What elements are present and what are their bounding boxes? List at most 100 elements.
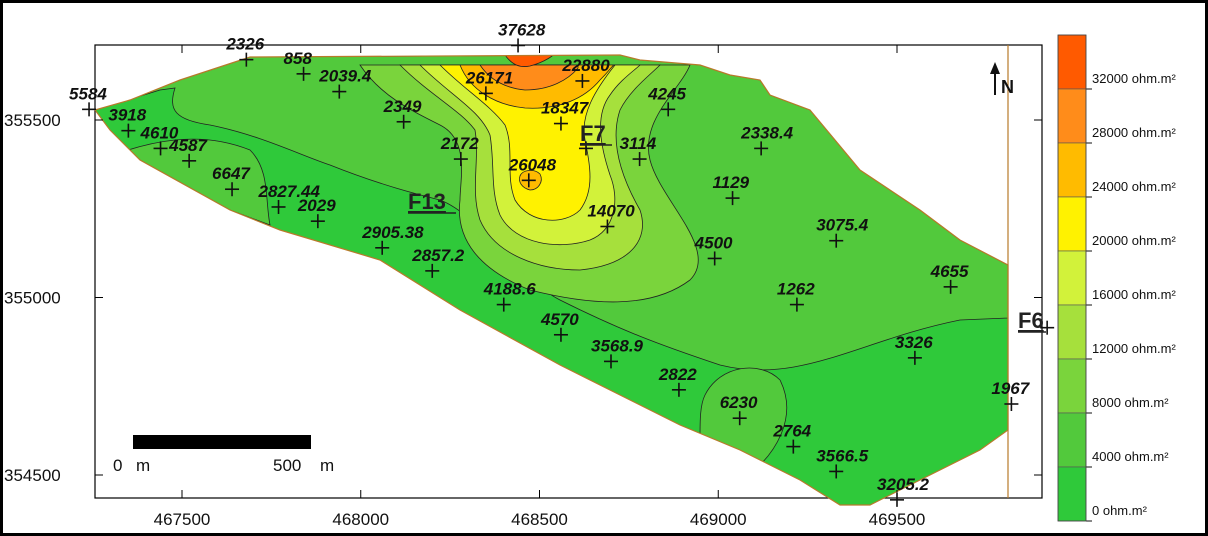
station-label: 22880 bbox=[561, 56, 610, 75]
legend-swatch bbox=[1057, 34, 1087, 90]
contour-4000-8000-south bbox=[699, 367, 788, 466]
legend-label: 24000 ohm.m² bbox=[1092, 179, 1176, 194]
station-label: 2764 bbox=[772, 422, 811, 441]
station-label: 2349 bbox=[383, 97, 422, 116]
station-label: 3568.9 bbox=[591, 336, 644, 355]
station-label: 5584 bbox=[69, 84, 107, 103]
contour-32000-plus bbox=[504, 55, 559, 67]
scale-bar-end: 500 bbox=[273, 456, 301, 475]
station-label: 3918 bbox=[108, 106, 146, 125]
legend-swatch bbox=[1057, 88, 1087, 144]
contour-4000-8000-west bbox=[99, 138, 271, 226]
legend-label: 8000 ohm.m² bbox=[1092, 395, 1169, 410]
station-label: 26048 bbox=[508, 155, 557, 174]
legend-label: 20000 ohm.m² bbox=[1092, 233, 1176, 248]
station: 3568.9 bbox=[591, 336, 644, 369]
north-arrow-icon bbox=[990, 62, 1000, 74]
station-label: 858 bbox=[284, 49, 313, 68]
station: 4655 bbox=[930, 262, 969, 294]
legend-label: 12000 ohm.m² bbox=[1092, 341, 1176, 356]
fault-label-f6: F6 bbox=[1018, 308, 1044, 333]
station-label: 18347 bbox=[541, 99, 590, 118]
station: 4587 bbox=[168, 136, 209, 168]
station: 858 bbox=[284, 49, 313, 81]
station-label: 4570 bbox=[540, 310, 579, 329]
station-label: 2857.2 bbox=[411, 246, 465, 265]
station bbox=[1040, 320, 1055, 335]
station: 2326 bbox=[225, 35, 265, 67]
station: 3326 bbox=[895, 333, 933, 365]
station-label: 4610 bbox=[140, 123, 179, 142]
station: 2857.2 bbox=[411, 246, 465, 278]
y-axis: 355500 355000 354500 bbox=[4, 111, 1042, 485]
fault-label-f7: F7 bbox=[580, 121, 606, 146]
contour-fill-layer bbox=[95, 55, 1008, 505]
legend-label: 32000 ohm.m² bbox=[1092, 71, 1176, 86]
station-label: 4587 bbox=[168, 136, 208, 155]
station-label: 6230 bbox=[720, 393, 758, 412]
legend-swatch bbox=[1057, 304, 1087, 360]
station: 3205.2 bbox=[877, 475, 930, 507]
station-label: 3326 bbox=[895, 333, 933, 352]
station-label: 2822 bbox=[658, 365, 697, 384]
fault-label-f13: F13 bbox=[408, 189, 446, 214]
station-label: 6647 bbox=[212, 164, 251, 183]
station-label: 1262 bbox=[777, 280, 815, 299]
station: 3075.4 bbox=[816, 216, 869, 248]
station: 6230 bbox=[720, 393, 758, 426]
station-label: 3566.5 bbox=[816, 446, 869, 465]
station: 2039.4 bbox=[318, 67, 372, 99]
station-label: 3205.2 bbox=[877, 475, 930, 494]
station-label: 1967 bbox=[991, 379, 1030, 398]
station-layer: 37628 2326 858 2039.4 26171 22880 558439184610… bbox=[69, 20, 1055, 507]
scale-bar: 0 m 500 m bbox=[113, 435, 334, 475]
station: 1129 bbox=[713, 173, 750, 206]
legend-swatch bbox=[1057, 412, 1087, 468]
station: 2349 bbox=[383, 97, 422, 129]
x-tick-label: 468500 bbox=[511, 510, 568, 529]
x-axis: 467500 468000 468500 469000 469500 bbox=[154, 45, 925, 529]
station: 4245 bbox=[647, 84, 687, 117]
legend-swatch bbox=[1057, 250, 1087, 306]
station: 5584 bbox=[69, 84, 107, 117]
station: 2905.38 bbox=[361, 223, 424, 255]
station-label: 2172 bbox=[440, 134, 479, 153]
station-label: 2827.44 bbox=[258, 182, 321, 201]
north-arrow: N bbox=[990, 62, 1014, 97]
legend-swatch bbox=[1057, 466, 1087, 522]
station-label: 2326 bbox=[225, 35, 264, 54]
station: 2764 bbox=[772, 422, 812, 454]
north-label: N bbox=[1001, 77, 1014, 97]
station: 3114 bbox=[620, 134, 657, 167]
station-label: 2029 bbox=[297, 196, 336, 215]
station-label: 2039.4 bbox=[318, 67, 372, 86]
legend: 32000 ohm.m² 28000 ohm.m² 24000 ohm.m² 2000… bbox=[1057, 34, 1176, 522]
contour-28000-32000 bbox=[479, 64, 579, 91]
x-tick-label: 467500 bbox=[154, 510, 211, 529]
station: 1262 bbox=[777, 280, 815, 312]
station: 2827.44 bbox=[258, 182, 321, 214]
station: 14070 bbox=[587, 202, 635, 234]
station: 4610 bbox=[140, 123, 179, 156]
station: 26171 bbox=[465, 68, 513, 101]
x-tick-label: 469000 bbox=[690, 510, 747, 529]
station-label: 3075.4 bbox=[816, 216, 869, 235]
legend-swatch bbox=[1057, 142, 1087, 198]
legend-label: 28000 ohm.m² bbox=[1092, 125, 1176, 140]
legend-swatch bbox=[1057, 358, 1087, 414]
station: 4188.6 bbox=[483, 280, 536, 312]
station: 22880 bbox=[561, 56, 610, 88]
station: 37628 bbox=[498, 20, 546, 53]
station-label: 14070 bbox=[587, 202, 635, 221]
station-label: 1129 bbox=[713, 173, 750, 192]
station bbox=[578, 141, 593, 156]
y-tick-label: 354500 bbox=[4, 466, 61, 485]
station: 4570 bbox=[540, 310, 579, 342]
station-label: 4500 bbox=[694, 233, 733, 252]
station: 3918 bbox=[108, 106, 147, 138]
legend-label: 16000 ohm.m² bbox=[1092, 287, 1176, 302]
station-label: 26171 bbox=[465, 68, 513, 87]
station-label: 2905.38 bbox=[361, 223, 424, 242]
station: 6647 bbox=[212, 164, 251, 197]
